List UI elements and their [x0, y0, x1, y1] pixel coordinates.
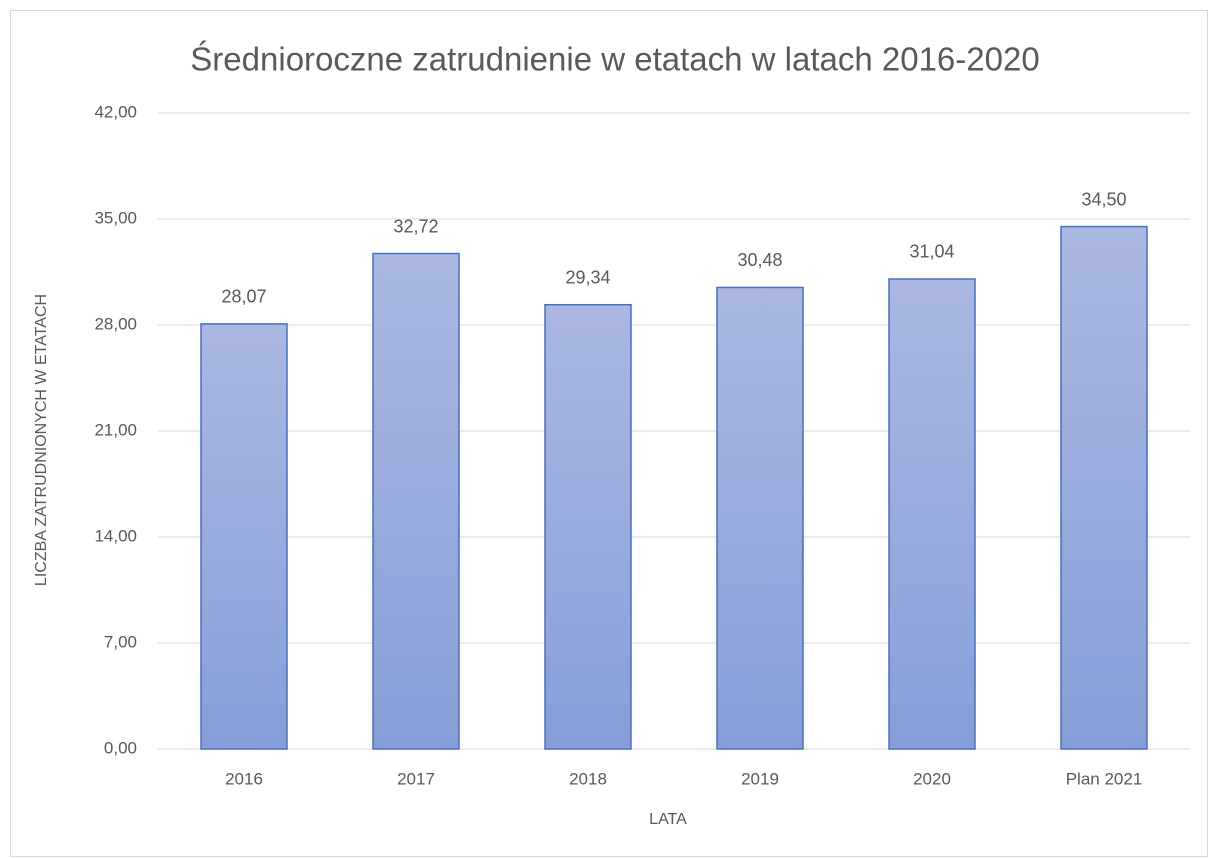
- y-axis-title: LICZBA ZATRUDNIONYCH W ETATACH: [33, 294, 50, 586]
- y-tick-label: 14,00: [94, 526, 137, 545]
- data-label: 34,50: [1081, 189, 1126, 209]
- y-tick-label: 42,00: [94, 102, 137, 121]
- y-tick-label: 35,00: [94, 208, 137, 227]
- x-tick-label: 2018: [569, 769, 607, 788]
- y-tick-label: 7,00: [104, 632, 137, 651]
- x-tick-label: 2017: [397, 769, 435, 788]
- bar: [200, 323, 288, 750]
- x-axis-title: LATA: [649, 811, 687, 828]
- x-tick-label: Plan 2021: [1066, 769, 1143, 788]
- bar: [888, 278, 976, 750]
- data-label: 29,34: [565, 267, 610, 287]
- bar: [372, 252, 460, 750]
- x-tick-label: 2020: [913, 769, 951, 788]
- data-label: 31,04: [909, 242, 954, 262]
- x-tick-label: 2016: [225, 769, 263, 788]
- y-tick-label: 21,00: [94, 420, 137, 439]
- x-tick-label: 2019: [741, 769, 779, 788]
- y-tick-label: 28,00: [94, 314, 137, 333]
- data-label: 30,48: [737, 250, 782, 270]
- bar: [716, 286, 804, 750]
- bar: [544, 303, 632, 750]
- y-tick-label: 0,00: [104, 738, 137, 757]
- data-label: 32,72: [393, 216, 438, 236]
- data-label: 28,07: [221, 287, 266, 307]
- bar: [1060, 225, 1148, 750]
- chart-title: Średnioroczne zatrudnienie w etatach w l…: [190, 40, 1039, 78]
